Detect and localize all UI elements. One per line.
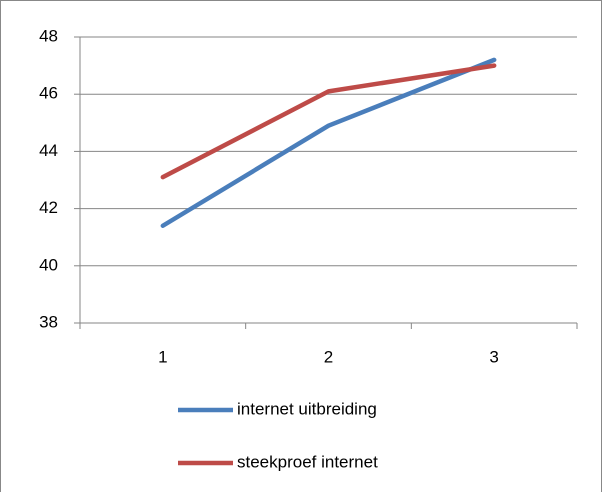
y-tick-label: 44 [39,141,58,160]
y-tick-label: 48 [39,26,58,45]
legend-label: steekproef internet [237,452,378,471]
y-tick-label: 46 [39,84,58,103]
x-tick-label: 3 [489,347,498,366]
legend-label: internet uitbreiding [237,399,377,418]
y-tick-label: 38 [39,312,58,331]
x-tick-label: 2 [324,347,333,366]
x-tick-label: 1 [158,347,167,366]
y-tick-label: 42 [39,198,58,217]
series-line [160,57,497,229]
y-tick-label: 40 [39,255,58,274]
series-line [160,63,497,180]
